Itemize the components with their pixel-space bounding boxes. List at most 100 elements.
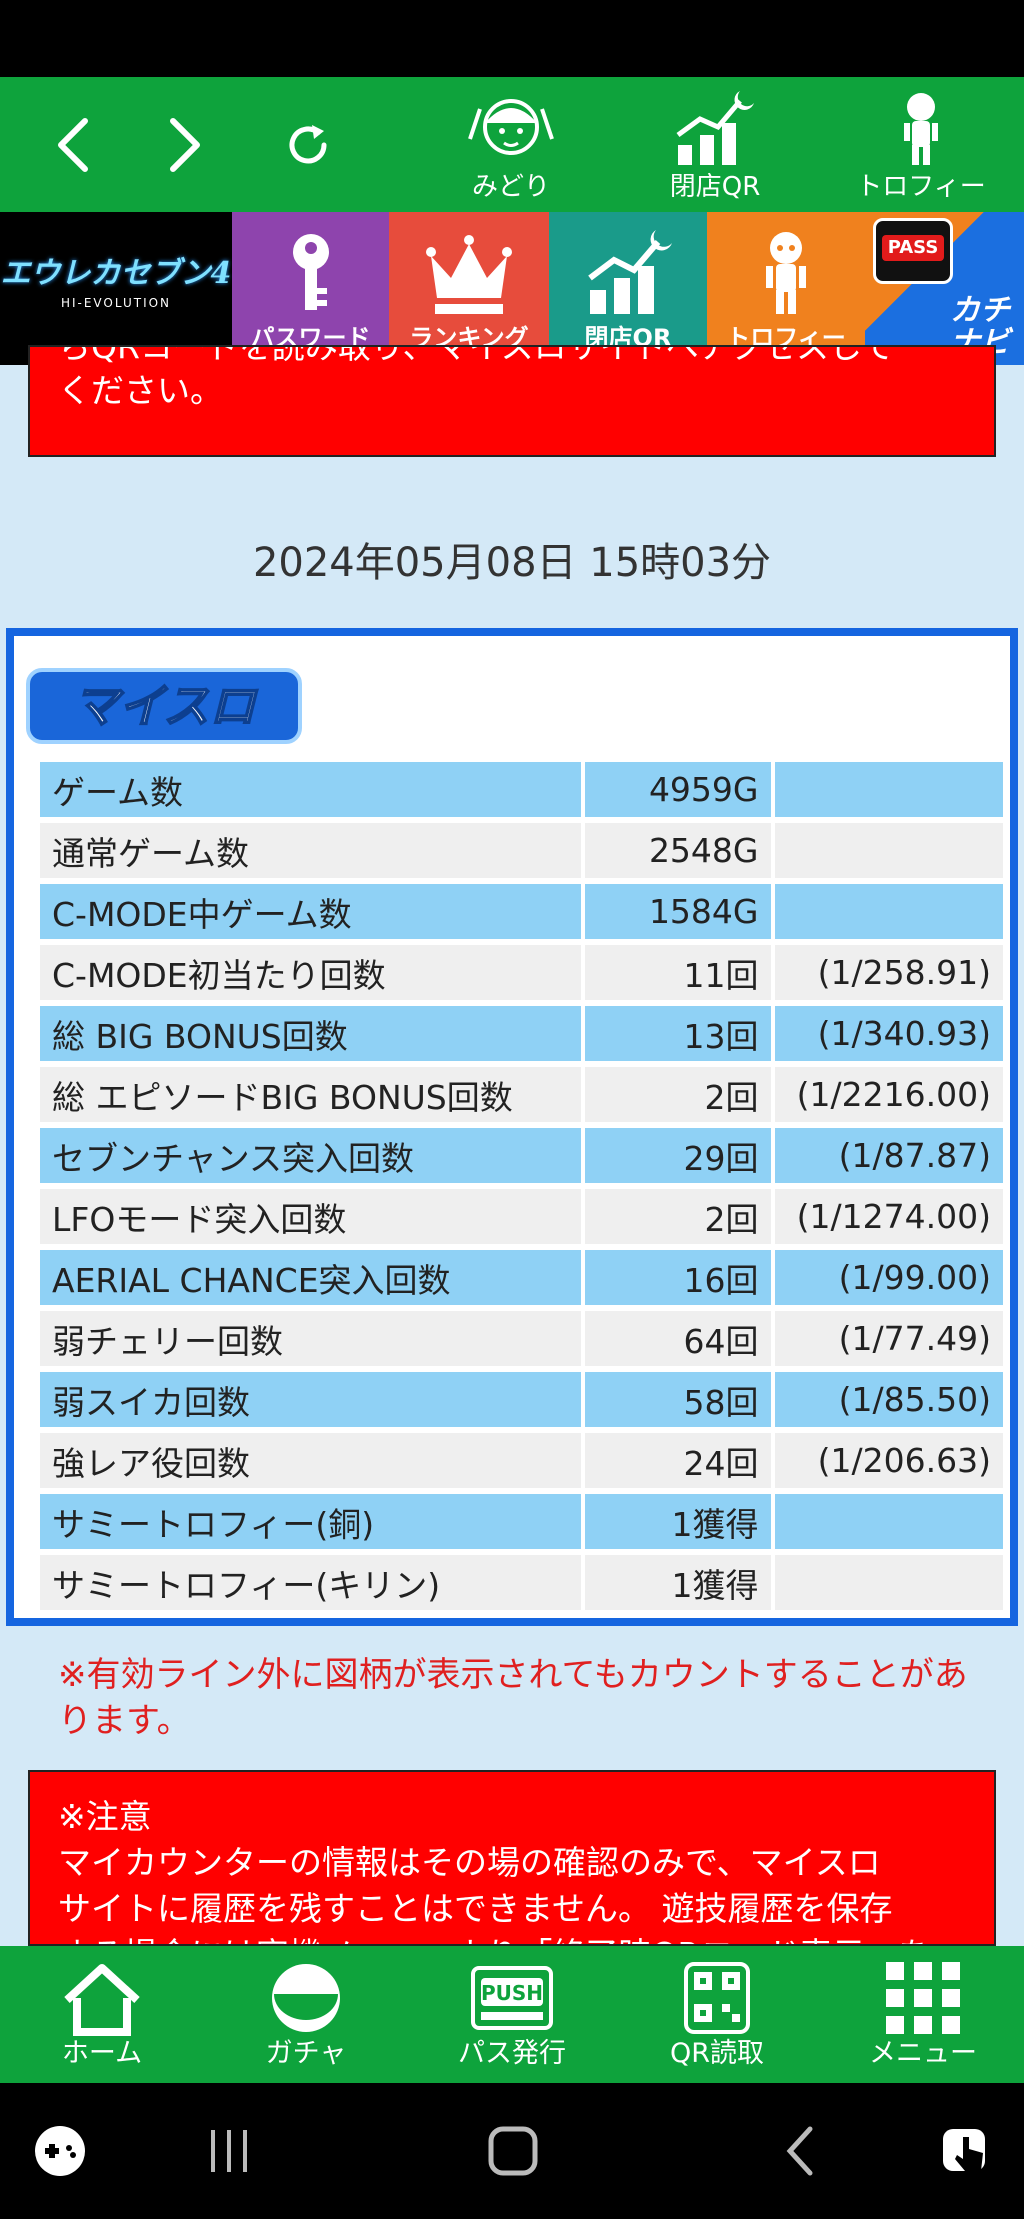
game-launcher-button[interactable] [30,2083,90,2219]
row-value-cell: 1獲得 [585,1494,771,1549]
row-name-cell: AERIAL CHANCE突入回数 [40,1250,582,1305]
row-ratio-cell: (1/206.63) [774,1433,1003,1488]
bottom-nav-qr-read-label: QR読取 [669,2038,764,2069]
row-ratio-cell [774,1494,1003,1549]
table-row: サミートロフィー(キリン) 1獲得 [40,1555,1003,1610]
trophy-figure-icon [904,93,938,165]
row-name-cell: 総 BIG BONUS回数 [40,1006,582,1061]
table-row: LFOモード突入回数 2回 (1/1274.00) [40,1189,1003,1244]
reload-button[interactable] [270,77,345,212]
row-value-cell: 58回 [585,1372,771,1427]
row-name-cell: LFOモード突入回数 [40,1189,582,1244]
touch-lock-icon [943,2129,985,2171]
home-square-icon [488,2126,537,2176]
push-button-icon: PUSH [471,1966,553,2030]
chevron-right-icon [170,117,200,172]
back-system-button[interactable] [770,2083,830,2219]
top-nav-closing-qr[interactable]: 閉店QR [640,77,790,212]
home-icon [64,1964,140,2036]
row-value-cell: 2回 [585,1067,771,1122]
data-timestamp: 2024年05月08日 15時03分 [252,540,772,586]
svg-text:PUSH: PUSH [481,1981,543,2005]
gacha-ball-icon [272,1964,340,2032]
tile-password[interactable]: パスワード [232,212,389,365]
chart-moon-icon [588,230,672,314]
forward-button[interactable] [150,77,220,212]
tile-closing-qr[interactable]: 閉店QR [549,212,707,365]
bottom-nav-pass-issue-label: パス発行 [458,2038,566,2069]
game-controller-icon [35,2126,85,2176]
row-value-cell: 24回 [585,1433,771,1488]
caution-box: ※注意 マイカウンターの情報はその場の確認のみで、マイスロ サイトに履歴を残すこ… [28,1770,996,1946]
count-note: ※有効ライン外に図柄が表示されてもカウントすることがあります。 [58,1655,968,1741]
table-row: 弱チェリー回数 64回 (1/77.49) [40,1311,1003,1366]
row-ratio-cell [774,823,1003,878]
table-row: サミートロフィー(銅) 1獲得 [40,1494,1003,1549]
table-row: 総 エピソードBIG BONUS回数 2回 (1/2216.00) [40,1067,1003,1122]
row-value-cell: 1獲得 [585,1555,771,1610]
table-row: C-MODE初当たり回数 11回 (1/258.91) [40,945,1003,1000]
row-value-cell: 13回 [585,1006,771,1061]
bottom-nav-bar: ホーム ガチャ PUSH パス発行 QR読取 [0,1946,1024,2083]
game-logo-tile[interactable]: エウレカセブン4 HI-EVOLUTION [0,212,232,365]
game-logo: エウレカセブン4 HI-EVOLUTION [0,256,232,310]
accessibility-button[interactable] [935,2083,995,2219]
table-row: C-MODE中ゲーム数 1584G [40,884,1003,939]
reload-icon [289,124,326,163]
home-system-button[interactable] [475,2083,550,2219]
row-name-cell: 通常ゲーム数 [40,823,582,878]
row-name-cell: 弱スイカ回数 [40,1372,582,1427]
myslo-data-panel: マイスロ ゲーム数 4959G 通常ゲーム数 2548G C-MODE中ゲーム数 1584… [6,628,1018,1626]
chart-moon-icon [676,91,754,165]
row-ratio-cell: (1/258.91) [774,945,1003,1000]
pass-badge: PASS [873,218,953,284]
table-row: 弱スイカ回数 58回 (1/85.50) [40,1372,1003,1427]
bottom-nav-qr-read[interactable]: QR読取 [637,1946,797,2083]
row-name-cell: C-MODE初当たり回数 [40,945,582,1000]
row-value-cell: 29回 [585,1128,771,1183]
row-ratio-cell: (1/85.50) [774,1372,1003,1427]
row-value-cell: 11回 [585,945,771,1000]
row-name-cell: ゲーム数 [40,762,582,817]
recent-apps-button[interactable] [195,2083,265,2219]
row-ratio-cell: (1/2216.00) [774,1067,1003,1122]
key-icon [292,234,329,310]
bottom-nav-gacha[interactable]: ガチャ [226,1946,386,2083]
row-value-cell: 16回 [585,1250,771,1305]
row-name-cell: 総 エピソードBIG BONUS回数 [40,1067,582,1122]
tile-kachi-navi[interactable]: PASS カチナビ [865,212,1024,365]
bottom-nav-pass-issue[interactable]: PUSH パス発行 [432,1946,592,2083]
qr-access-notice: らQRコードを読み取り、マイスロサイトへアクセスして ください。 [28,345,996,457]
row-ratio-cell: (1/87.87) [774,1128,1003,1183]
top-nav-bar: みどり 閉店QR トロフィー [0,77,1024,212]
row-value-cell: 4959G [585,762,771,817]
tile-ranking[interactable]: ランキング [389,212,549,365]
tile-trophy[interactable]: トロフィー [707,212,865,365]
crown-icon [426,235,512,314]
row-name-cell: C-MODE中ゲーム数 [40,884,582,939]
row-name-cell: 弱チェリー回数 [40,1311,582,1366]
shortcut-tiles: エウレカセブン4 HI-EVOLUTION パスワード ランキング 閉店QR [0,212,1024,365]
row-name-cell: セブンチャンス突入回数 [40,1128,582,1183]
row-name-cell: サミートロフィー(銅) [40,1494,582,1549]
top-nav-closing-qr-label: 閉店QR [669,172,761,202]
row-value-cell: 64回 [585,1311,771,1366]
table-row: ゲーム数 4959G [40,762,1003,817]
qr-code-icon [684,1962,750,2034]
table-row: 強レア役回数 24回 (1/206.63) [40,1433,1003,1488]
row-name-cell: サミートロフィー(キリン) [40,1555,582,1610]
row-ratio-cell: (1/340.93) [774,1006,1003,1061]
recent-apps-icon [211,2130,247,2172]
back-button[interactable] [38,77,108,212]
bottom-nav-home[interactable]: ホーム [22,1946,182,2083]
top-nav-midori[interactable]: みどり [436,77,586,212]
bottom-nav-gacha-label: ガチャ [265,2038,347,2069]
bottom-nav-menu[interactable]: メニュー [843,1946,1003,2083]
top-nav-trophy[interactable]: トロフィー [846,77,996,212]
svg-text:マイスロ: マイスロ [73,679,259,733]
table-row: AERIAL CHANCE突入回数 16回 (1/99.00) [40,1250,1003,1305]
table-row: 総 BIG BONUS回数 13回 (1/340.93) [40,1006,1003,1061]
character-icon [468,99,554,155]
row-ratio-cell [774,762,1003,817]
row-value-cell: 2548G [585,823,771,878]
